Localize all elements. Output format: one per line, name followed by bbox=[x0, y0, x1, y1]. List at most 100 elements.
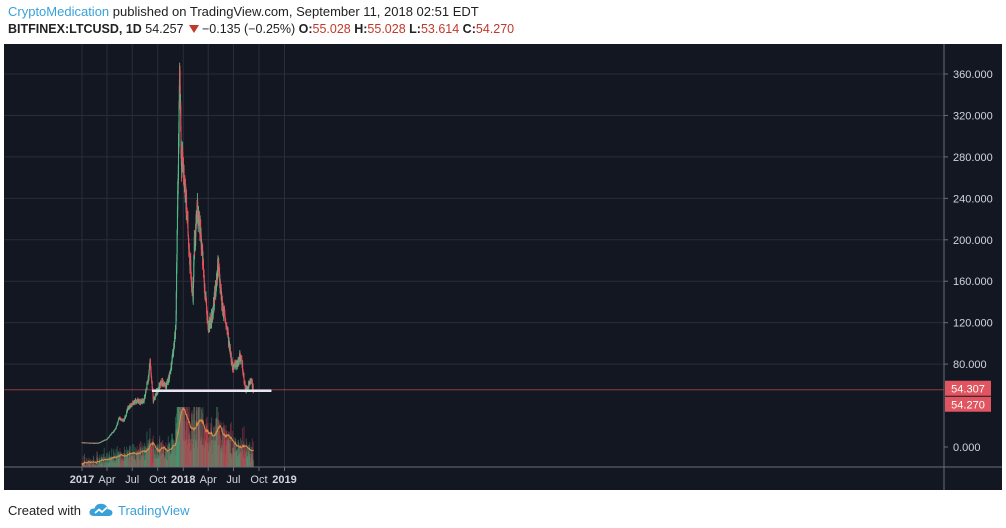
volume-bar bbox=[124, 454, 126, 467]
volume-bar bbox=[236, 450, 238, 467]
volume-bar bbox=[132, 443, 134, 467]
candle-body bbox=[236, 361, 238, 366]
volume-bar bbox=[101, 453, 103, 467]
volume-bar bbox=[155, 458, 157, 467]
volume-bar bbox=[201, 445, 203, 467]
volume-bar bbox=[191, 412, 193, 467]
volume-bar bbox=[234, 442, 236, 467]
volume-bar bbox=[194, 440, 196, 467]
tradingview-cloud-icon[interactable] bbox=[88, 501, 114, 519]
price-chart[interactable]: 54.307 54.270 360.000 320.000 280.000 240.000… bbox=[4, 44, 1002, 490]
volume-bar bbox=[108, 458, 110, 467]
volume-bar bbox=[149, 428, 151, 467]
volume-bar bbox=[123, 460, 125, 467]
volume-bar bbox=[187, 407, 189, 467]
volume-bar bbox=[90, 459, 92, 467]
volume-bar bbox=[175, 429, 177, 467]
x-tick-label: Apr bbox=[200, 474, 217, 486]
volume-bar bbox=[210, 432, 212, 467]
volume-bar bbox=[157, 458, 159, 467]
price-change: −0.135 (−0.25%) bbox=[202, 22, 296, 36]
candle-body bbox=[197, 201, 199, 215]
volume-bar bbox=[148, 449, 150, 467]
volume-bar bbox=[92, 465, 94, 467]
volume-bar bbox=[210, 440, 212, 467]
volume-bar bbox=[207, 422, 209, 467]
candle-body bbox=[230, 352, 232, 362]
volume-bar bbox=[211, 453, 213, 467]
volume-bar bbox=[152, 440, 154, 467]
volume-bar bbox=[230, 436, 232, 467]
volume-bar bbox=[153, 458, 155, 467]
volume-bar bbox=[160, 441, 162, 467]
volume-bar bbox=[222, 427, 224, 467]
volume-bar bbox=[151, 462, 153, 467]
volume-bar bbox=[185, 407, 187, 467]
volume-bar bbox=[211, 417, 213, 467]
volume-bar bbox=[106, 453, 108, 467]
volume-bar bbox=[234, 452, 236, 467]
volume-bar bbox=[144, 460, 146, 467]
volume-bar bbox=[241, 444, 243, 467]
author-link[interactable]: CryptoMedication bbox=[8, 4, 110, 19]
volume-bar bbox=[167, 444, 169, 467]
volume-bar bbox=[181, 407, 183, 467]
volume-bar bbox=[146, 431, 148, 467]
volume-bar bbox=[119, 448, 121, 467]
candle-body bbox=[182, 151, 184, 166]
volume-bar bbox=[96, 452, 98, 467]
volume-bar bbox=[163, 445, 165, 467]
x-tick-label: 2019 bbox=[272, 474, 296, 486]
volume-bar bbox=[93, 463, 95, 467]
chart-panel[interactable]: 54.307 54.270 360.000 320.000 280.000 240.000… bbox=[4, 44, 1002, 490]
volume-bar bbox=[225, 445, 227, 467]
candle-body bbox=[151, 377, 153, 382]
volume-bar bbox=[189, 431, 191, 467]
volume-bar bbox=[143, 443, 145, 467]
created-with-text: Created with bbox=[8, 503, 81, 518]
volume-bar bbox=[133, 451, 135, 467]
volume-bar bbox=[199, 430, 201, 467]
volume-bar bbox=[139, 448, 141, 467]
volume-bar bbox=[111, 457, 113, 467]
tradingview-link[interactable]: TradingView bbox=[118, 503, 190, 518]
candle-body bbox=[150, 370, 152, 376]
volume-bar bbox=[233, 437, 235, 467]
volume-bar bbox=[215, 418, 217, 467]
volume-bar bbox=[223, 432, 225, 467]
volume-bar bbox=[192, 419, 194, 467]
volume-bar bbox=[230, 453, 232, 467]
y-tick-label: 200.000 bbox=[953, 235, 993, 247]
volume-bar bbox=[186, 444, 188, 467]
volume-bar bbox=[251, 438, 253, 467]
volume-bar bbox=[160, 443, 162, 467]
volume-bar bbox=[196, 439, 198, 467]
volume-bar bbox=[181, 407, 183, 467]
high-value: 55.028 bbox=[367, 22, 406, 36]
volume-bar bbox=[126, 453, 128, 467]
volume-bar bbox=[243, 450, 245, 467]
volume-bar bbox=[199, 407, 201, 467]
volume-bar bbox=[202, 445, 204, 467]
volume-bar bbox=[124, 450, 126, 467]
volume-bar bbox=[112, 457, 114, 467]
volume-bar bbox=[205, 418, 207, 467]
volume-bar bbox=[226, 430, 228, 467]
volume-bar bbox=[114, 453, 116, 467]
volume-bar bbox=[84, 465, 86, 467]
volume-bar bbox=[174, 446, 176, 467]
volume-bar bbox=[214, 427, 216, 467]
candle-body bbox=[173, 348, 175, 355]
volume-bar bbox=[192, 431, 194, 467]
x-tick-label: Jul bbox=[125, 474, 139, 486]
volume-bar bbox=[235, 449, 237, 467]
volume-bar bbox=[88, 463, 90, 467]
volume-bar bbox=[242, 454, 244, 467]
volume-bar bbox=[86, 462, 88, 467]
candle-body bbox=[245, 386, 247, 390]
volume-bar bbox=[134, 447, 136, 467]
volume-bar bbox=[240, 437, 242, 467]
volume-bar bbox=[157, 458, 159, 467]
volume-bar bbox=[146, 453, 148, 467]
volume-bar bbox=[250, 457, 252, 467]
